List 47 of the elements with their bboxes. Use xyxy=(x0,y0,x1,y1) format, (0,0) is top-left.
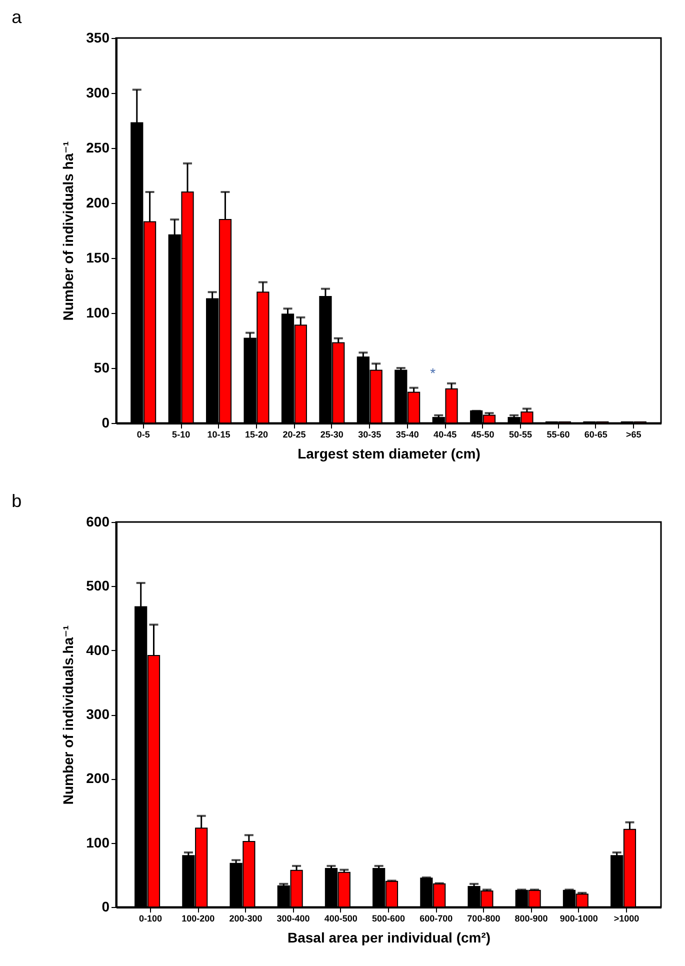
x-tick-label: 0-5 xyxy=(136,430,150,440)
x-tick-label: 5-10 xyxy=(172,430,190,440)
y-tick-label: 200 xyxy=(86,770,110,786)
y-tick-label: 600 xyxy=(86,514,110,530)
y-tick-label: 100 xyxy=(86,834,110,850)
chart-title: b xyxy=(12,491,22,511)
x-tick-label: >65 xyxy=(626,430,642,440)
x-tick-label: 60-65 xyxy=(584,430,608,440)
x-tick-label: 45-50 xyxy=(471,430,494,440)
x-tick-label: 700-800 xyxy=(467,914,500,924)
x-tick-label: 800-900 xyxy=(514,914,548,924)
y-axis-title: Number of individuals.ha⁻¹ xyxy=(60,625,76,805)
x-tick-label: 200-300 xyxy=(229,914,262,924)
y-tick-label: 300 xyxy=(86,706,110,722)
x-tick-label: 25-30 xyxy=(320,430,344,440)
y-tick-label: 350 xyxy=(86,30,110,46)
x-tick-label: 900-1000 xyxy=(560,914,598,924)
x-axis-title: Largest stem diameter (cm) xyxy=(298,446,480,462)
y-tick-label: 400 xyxy=(86,642,110,658)
x-tick-label: 50-55 xyxy=(508,430,532,440)
x-tick-label: 30-35 xyxy=(358,430,382,440)
x-tick-label: 35-40 xyxy=(396,430,419,440)
y-tick-label: 300 xyxy=(86,84,110,100)
x-tick-label: 15-20 xyxy=(244,430,268,440)
chart-title: a xyxy=(12,7,23,27)
y-tick-label: 150 xyxy=(86,250,110,266)
x-tick-label: 100-200 xyxy=(182,914,215,924)
y-tick-label: 100 xyxy=(86,304,110,320)
x-tick-label: 55-60 xyxy=(546,430,570,440)
x-tick-label: 20-25 xyxy=(282,430,306,440)
x-tick-label: 300-400 xyxy=(276,914,310,924)
y-tick-label: 200 xyxy=(86,194,110,210)
x-tick-label: 10-15 xyxy=(207,430,230,440)
y-tick-label: 500 xyxy=(86,578,110,594)
x-tick-label: 600-700 xyxy=(420,914,453,924)
x-tick-label: 40-45 xyxy=(434,430,457,440)
y-tick-label: 0 xyxy=(102,414,110,430)
x-axis-title: Basal area per individual (cm²) xyxy=(287,930,491,946)
x-tick-label: >1000 xyxy=(614,914,640,924)
x-tick-label: 400-500 xyxy=(324,914,358,924)
y-tick-label: 0 xyxy=(102,898,110,914)
annotation: * xyxy=(430,364,436,381)
y-tick-label: 250 xyxy=(86,140,110,156)
y-axis-title: Number of individuals ha⁻¹ xyxy=(60,141,76,321)
y-tick-label: 50 xyxy=(94,360,110,376)
x-tick-label: 0-100 xyxy=(138,914,162,924)
x-tick-label: 500-600 xyxy=(372,914,406,924)
